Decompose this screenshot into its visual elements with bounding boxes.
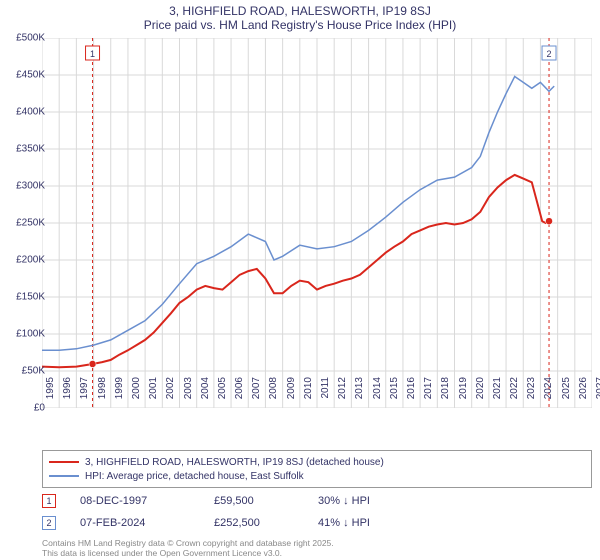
footer-attribution: Contains HM Land Registry data © Crown c… [42,538,334,558]
legend-label-hpi: HPI: Average price, detached house, East… [85,471,304,482]
y-tick-label: £200K [16,255,45,266]
y-tick-label: £450K [16,70,45,81]
svg-text:2: 2 [547,49,552,59]
x-tick-label: 2019 [458,377,469,412]
x-tick-label: 2000 [131,377,142,412]
y-tick-label: £300K [16,181,45,192]
x-tick-label: 2012 [337,377,348,412]
y-tick-label: £500K [16,33,45,44]
y-tick-label: £150K [16,292,45,303]
chart-title-line1: 3, HIGHFIELD ROAD, HALESWORTH, IP19 8SJ [0,0,600,18]
y-tick-label: £100K [16,329,45,340]
legend-box: 3, HIGHFIELD ROAD, HALESWORTH, IP19 8SJ … [42,450,592,488]
x-tick-label: 2014 [372,377,383,412]
legend-row-price: 3, HIGHFIELD ROAD, HALESWORTH, IP19 8SJ … [49,455,585,469]
y-tick-label: £50K [22,366,45,377]
chart-plot-area: 12 [42,38,592,408]
x-tick-label: 2009 [286,377,297,412]
x-tick-label: 2010 [303,377,314,412]
table-row: 1 08-DEC-1997 £59,500 30% ↓ HPI [42,490,438,512]
x-tick-label: 2023 [526,377,537,412]
x-tick-label: 2018 [440,377,451,412]
chart-title-line2: Price paid vs. HM Land Registry's House … [0,18,600,36]
chart-container: 3, HIGHFIELD ROAD, HALESWORTH, IP19 8SJ … [0,0,600,560]
x-tick-label: 2027 [595,377,600,412]
transaction-date: 08-DEC-1997 [80,495,190,507]
y-tick-label: £250K [16,218,45,229]
x-tick-label: 2015 [389,377,400,412]
x-tick-label: 2006 [234,377,245,412]
x-tick-label: 2005 [217,377,228,412]
x-tick-label: 2002 [165,377,176,412]
marker-badge-2: 2 [42,516,56,530]
transaction-date: 07-FEB-2024 [80,517,190,529]
x-tick-label: 2013 [354,377,365,412]
x-tick-label: 2020 [475,377,486,412]
svg-text:1: 1 [90,49,95,59]
x-tick-label: 2017 [423,377,434,412]
x-tick-label: 2026 [578,377,589,412]
y-tick-label: £400K [16,107,45,118]
table-row: 2 07-FEB-2024 £252,500 41% ↓ HPI [42,512,438,534]
transaction-table: 1 08-DEC-1997 £59,500 30% ↓ HPI 2 07-FEB… [42,490,438,534]
y-tick-label: £350K [16,144,45,155]
marker-badge-1: 1 [42,494,56,508]
x-tick-label: 2001 [148,377,159,412]
footer-line2: This data is licensed under the Open Gov… [42,548,334,558]
x-tick-label: 2008 [268,377,279,412]
y-tick-label: £0 [34,403,45,414]
legend-swatch-price [49,461,79,463]
x-tick-label: 2007 [251,377,262,412]
transaction-hpi-delta: 41% ↓ HPI [318,517,438,529]
transaction-price: £59,500 [214,495,294,507]
chart-svg: 12 [42,38,592,408]
x-tick-label: 2004 [200,377,211,412]
x-tick-label: 2011 [320,377,331,412]
x-tick-label: 2016 [406,377,417,412]
transaction-price: £252,500 [214,517,294,529]
x-tick-label: 1999 [114,377,125,412]
legend-row-hpi: HPI: Average price, detached house, East… [49,469,585,483]
x-tick-label: 2025 [561,377,572,412]
footer-line1: Contains HM Land Registry data © Crown c… [42,538,334,548]
x-tick-label: 1997 [79,377,90,412]
x-tick-label: 2003 [183,377,194,412]
legend-label-price: 3, HIGHFIELD ROAD, HALESWORTH, IP19 8SJ … [85,457,384,468]
legend-swatch-hpi [49,475,79,477]
x-tick-label: 2024 [543,377,554,412]
x-tick-label: 1998 [97,377,108,412]
x-tick-label: 1996 [62,377,73,412]
x-tick-label: 2021 [492,377,503,412]
x-tick-label: 2022 [509,377,520,412]
x-tick-label: 1995 [45,377,56,412]
transaction-hpi-delta: 30% ↓ HPI [318,495,438,507]
